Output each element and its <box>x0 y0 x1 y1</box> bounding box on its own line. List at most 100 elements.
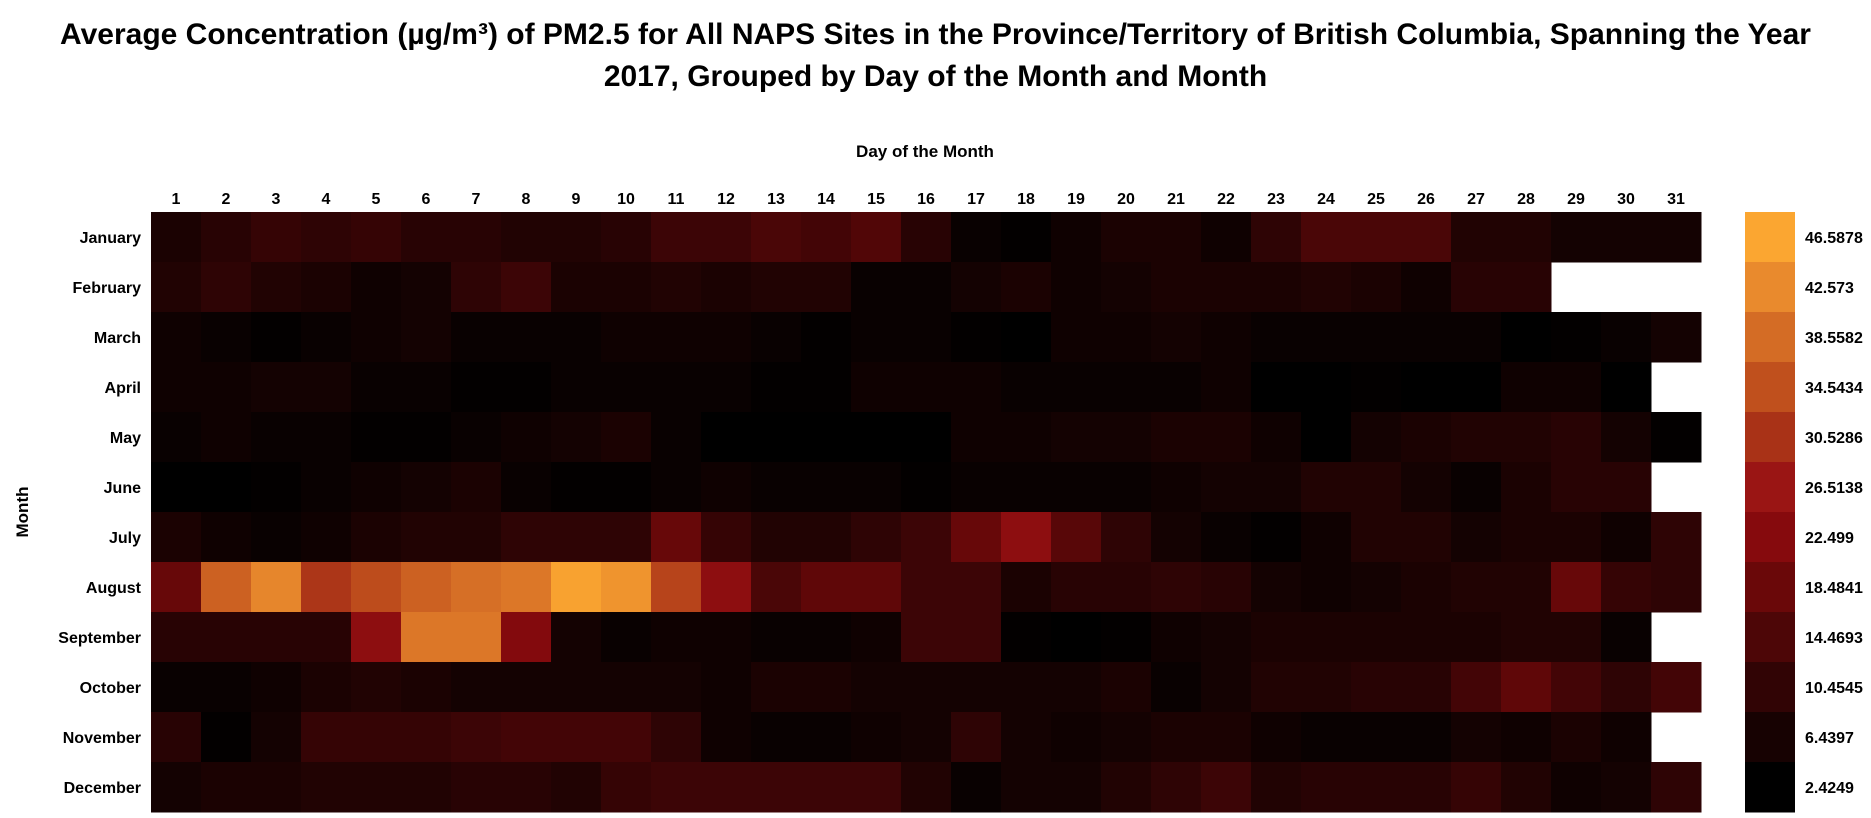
heatmap-cell <box>451 362 502 413</box>
heatmap-cell <box>1501 562 1552 613</box>
heatmap-cell <box>1351 762 1402 813</box>
heatmap-cell <box>351 512 402 563</box>
heatmap-cell <box>751 312 802 363</box>
heatmap-cell <box>351 462 402 513</box>
heatmap-cell <box>451 762 502 813</box>
heatmap-cell <box>1451 362 1502 413</box>
heatmap-cell <box>1401 512 1452 563</box>
x-tick-label: 8 <box>522 191 531 208</box>
y-tick-label: September <box>58 630 141 647</box>
heatmap-cell <box>901 562 952 613</box>
heatmap-cell <box>1151 612 1202 663</box>
heatmap-cell <box>201 712 252 763</box>
x-tick-label: 18 <box>1017 191 1035 208</box>
heatmap-cell <box>251 712 302 763</box>
heatmap-cell <box>351 662 402 713</box>
heatmap-cell <box>851 312 902 363</box>
x-tick-label: 23 <box>1267 191 1285 208</box>
heatmap-cell <box>401 362 452 413</box>
colorbar-segment <box>1745 312 1795 363</box>
heatmap-cell <box>1151 562 1202 613</box>
x-tick-label: 21 <box>1167 191 1185 208</box>
colorbar-segment <box>1745 662 1795 713</box>
heatmap-cell <box>901 512 952 563</box>
heatmap-cell <box>901 312 952 363</box>
heatmap-cell <box>1001 662 1052 713</box>
chart-title: Average Concentration (µg/m³) of PM2.5 f… <box>0 14 1871 98</box>
heatmap-cell <box>201 762 252 813</box>
heatmap-cell <box>1101 362 1152 413</box>
colorbar-tick-label: 34.5434 <box>1805 380 1863 397</box>
heatmap-cell <box>651 462 702 513</box>
heatmap-cell <box>1101 662 1152 713</box>
heatmap-cell <box>251 212 302 263</box>
y-tick-label: November <box>63 730 141 747</box>
heatmap-cell <box>401 412 452 463</box>
heatmap-cell <box>1401 412 1452 463</box>
heatmap-cell <box>1451 662 1502 713</box>
heatmap-cell <box>451 312 502 363</box>
heatmap-cell <box>851 212 902 263</box>
heatmap-cell <box>951 412 1002 463</box>
heatmap-cell <box>1301 662 1352 713</box>
heatmap-cell <box>151 462 202 513</box>
heatmap-cell <box>1501 362 1552 413</box>
heatmap-cell <box>1351 412 1402 463</box>
heatmap-cell <box>801 662 852 713</box>
heatmap-cell <box>1251 762 1302 813</box>
heatmap-cell <box>1351 512 1402 563</box>
heatmap-cell <box>401 662 452 713</box>
heatmap-cell <box>451 412 502 463</box>
colorbar-segment <box>1745 262 1795 313</box>
colorbar-segment <box>1745 512 1795 563</box>
heatmap-cell <box>1451 512 1502 563</box>
heatmap-cell <box>401 562 452 613</box>
heatmap-cell <box>151 612 202 663</box>
colorbar-tick-label: 22.499 <box>1805 530 1854 547</box>
heatmap-cell <box>601 612 652 663</box>
heatmap-cell <box>401 262 452 313</box>
heatmap-cell <box>1151 712 1202 763</box>
heatmap-cell <box>951 562 1002 613</box>
heatmap-cell <box>351 762 402 813</box>
heatmap-cell <box>1501 662 1552 713</box>
heatmap-cell <box>1301 412 1352 463</box>
heatmap-cell <box>801 562 852 613</box>
heatmap-cell <box>351 412 402 463</box>
x-tick-label: 22 <box>1217 191 1235 208</box>
heatmap-cell <box>1301 312 1352 363</box>
y-tick-label: January <box>80 230 141 247</box>
heatmap-cell <box>1001 612 1052 663</box>
heatmap-cell <box>1301 212 1352 263</box>
heatmap-cell <box>501 312 552 363</box>
heatmap-cell <box>151 712 202 763</box>
heatmap-cell <box>501 612 552 663</box>
heatmap-cell <box>951 262 1002 313</box>
heatmap-cell <box>551 312 602 363</box>
heatmap-cell <box>1601 662 1652 713</box>
heatmap-cell <box>1101 762 1152 813</box>
heatmap-cell <box>1151 462 1202 513</box>
heatmap-cell <box>951 762 1002 813</box>
heatmap-cell <box>251 362 302 413</box>
heatmap-cell <box>151 662 202 713</box>
heatmap-cell <box>201 562 252 613</box>
heatmap-cell <box>701 362 752 413</box>
heatmap-cell <box>951 512 1002 563</box>
heatmap-cell <box>551 462 602 513</box>
heatmap-cell <box>301 362 352 413</box>
colorbar-segment <box>1745 362 1795 413</box>
heatmap-cell <box>1201 312 1252 363</box>
heatmap-cell <box>201 612 252 663</box>
heatmap-cell <box>1501 762 1552 813</box>
heatmap-cell <box>901 212 952 263</box>
heatmap-cell <box>1601 412 1652 463</box>
chart-title-line-1: Average Concentration (µg/m³) of PM2.5 f… <box>60 18 1811 51</box>
heatmap-cell <box>501 562 552 613</box>
heatmap-cell <box>1301 462 1352 513</box>
heatmap-cell <box>1251 562 1302 613</box>
heatmap-cell <box>851 762 902 813</box>
x-axis-label: Day of the Month <box>856 142 994 161</box>
heatmap-cell <box>1501 212 1552 263</box>
